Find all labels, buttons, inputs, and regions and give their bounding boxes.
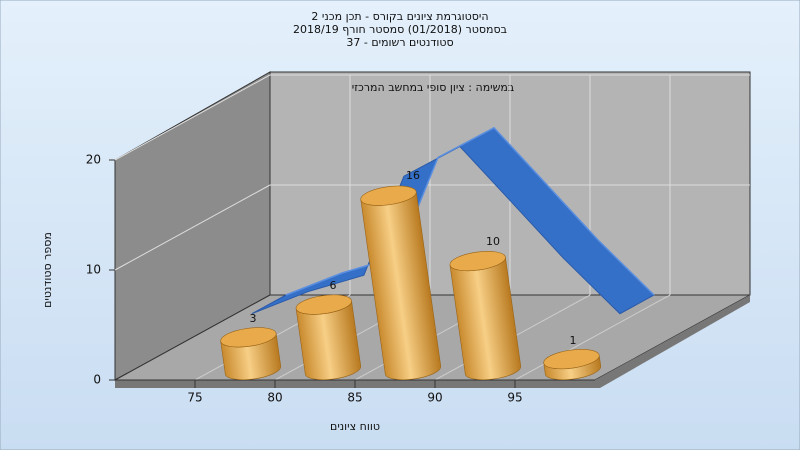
x-tick-label: 90 [427,391,442,405]
cylinder [449,251,522,381]
grid-line [114,74,271,161]
x-tick-label: 95 [507,391,522,405]
y-tick-label: 20 [86,153,101,167]
cylinder-part [543,349,600,370]
data-label: 16 [406,169,420,182]
annotation: במשימה : ציון סופי במחשב המרכזי [352,81,515,94]
cylinder [220,327,282,381]
cylinder [360,185,442,381]
cylinder-part [449,251,506,272]
cylinder-part [360,185,417,206]
cylinder-part [220,327,277,348]
x-axis-label: טווח ציונים [330,420,380,433]
y-axis-label: מספר סטודנטים [41,232,54,308]
curve-line [285,126,655,296]
x-tick-label: 85 [347,391,362,405]
grid-line [114,184,271,271]
title-line: סטודנטים רשומים - 37 [346,36,453,49]
data-label: 6 [330,279,337,292]
cylinder [295,294,362,381]
cylinder [543,349,602,381]
grid-line [514,294,671,381]
y-tick-label: 10 [86,263,101,277]
data-label: 10 [486,235,500,248]
x-tick-label: 75 [187,391,202,405]
title-line: היסטוגרמת ציונים בקורס - תכן מכני 2 [311,10,488,23]
data-label: 1 [570,334,577,347]
x-tick-label: 80 [267,391,282,405]
y-tick-label: 0 [93,373,101,387]
cylinder-part [295,294,352,315]
data-label: 3 [250,312,257,325]
title-line: בסמסטר (01/2018) סמסטר חורף 2018/19 [293,23,507,36]
